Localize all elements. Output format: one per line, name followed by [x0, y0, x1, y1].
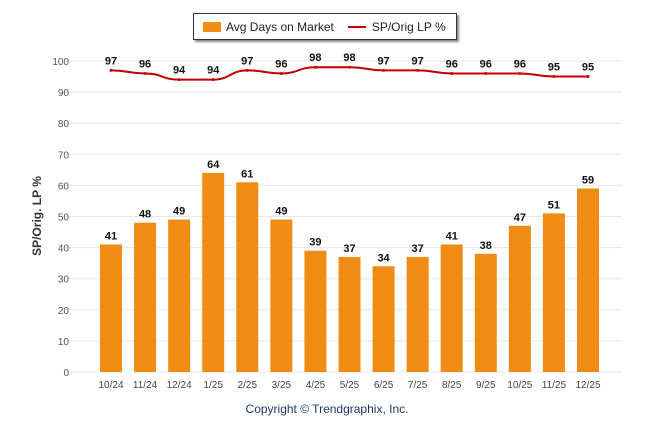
x-tick-label: 6/25	[374, 380, 394, 391]
x-tick-label: 10/25	[507, 380, 532, 391]
bar	[236, 182, 259, 372]
bar	[372, 266, 395, 372]
bar-data-label: 59	[582, 175, 594, 187]
x-tick-label: 12/25	[575, 380, 600, 391]
bar-data-label: 61	[241, 168, 253, 180]
line-data-label: 95	[582, 62, 594, 74]
line-data-label: 96	[514, 58, 526, 70]
bar-data-label: 64	[207, 159, 220, 171]
x-tick-label: 10/24	[98, 380, 123, 391]
bar-data-label: 41	[446, 230, 458, 242]
x-tick-label: 12/24	[167, 380, 192, 391]
bar-data-label: 37	[412, 243, 424, 255]
bar	[577, 188, 599, 372]
line-point	[211, 78, 215, 82]
y-tick-label: 80	[58, 119, 70, 130]
bar-data-label: 39	[309, 237, 321, 249]
legend-label-sp: SP/Orig LP %	[371, 19, 446, 34]
line-data-label: 96	[446, 58, 458, 70]
bar	[338, 256, 361, 372]
bar	[406, 256, 429, 372]
bar	[508, 225, 531, 372]
legend-swatch-bar	[203, 21, 221, 32]
line-data-label: 96	[480, 58, 492, 70]
line-data-label: 98	[343, 52, 355, 64]
y-tick-label: 50	[58, 213, 70, 224]
x-tick-label: 5/25	[340, 380, 360, 391]
line-point	[552, 75, 556, 79]
copyright: Copyright © Trendgraphix, Inc.	[245, 402, 409, 416]
line-point	[177, 78, 181, 82]
bar-data-label: 48	[139, 209, 151, 221]
x-tick-label: 9/25	[476, 380, 496, 391]
x-tick-label: 2/25	[238, 380, 258, 391]
bar	[270, 219, 293, 372]
y-axis-title: SP/Orig. LP %	[30, 176, 44, 256]
bar	[474, 253, 497, 372]
line-point	[313, 65, 317, 69]
line-data-label: 97	[105, 55, 117, 67]
x-tick-label: 11/25	[542, 380, 567, 391]
line-data-label: 96	[139, 58, 151, 70]
y-tick-label: 20	[58, 306, 70, 317]
y-tick-label: 0	[63, 368, 69, 379]
line-point	[416, 68, 420, 72]
line-point	[245, 68, 249, 72]
bar-data-label: 47	[514, 212, 526, 224]
y-tick-label: 60	[58, 181, 70, 192]
line-data-label: 98	[309, 52, 321, 64]
bar-data-label: 38	[480, 240, 492, 252]
x-tick-label: 3/25	[272, 380, 292, 391]
bar	[202, 172, 225, 372]
line-data-label: 97	[377, 55, 389, 67]
bar-data-label: 49	[173, 206, 185, 218]
bar	[304, 250, 327, 372]
line-point	[109, 68, 113, 72]
y-tick-label: 10	[58, 337, 70, 348]
y-tick-label: 40	[58, 244, 70, 255]
line-data-label: 97	[412, 55, 424, 67]
line-data-label: 95	[548, 62, 560, 74]
bar-data-label: 41	[105, 230, 117, 242]
bar	[440, 244, 463, 372]
x-tick-label: 7/25	[408, 380, 428, 391]
x-tick-label: 11/24	[133, 380, 158, 391]
line-point	[586, 75, 590, 79]
y-tick-label: 30	[58, 275, 70, 286]
bar-data-label: 49	[275, 206, 287, 218]
legend-label-days: Avg Days on Market	[226, 19, 334, 34]
bar	[134, 222, 157, 372]
line-data-label: 94	[173, 65, 186, 77]
line-point	[484, 71, 488, 75]
x-tick-label: 1/25	[203, 380, 223, 391]
x-tick-label: 8/25	[442, 380, 462, 391]
line-point	[450, 71, 454, 75]
y-tick-label: 100	[52, 57, 69, 68]
line-point	[382, 68, 386, 72]
line-point	[518, 71, 522, 75]
x-tick-label: 4/25	[306, 380, 326, 391]
bar-data-label: 37	[343, 243, 355, 255]
bar	[100, 244, 122, 372]
line-data-label: 94	[207, 65, 220, 77]
line-point	[143, 71, 147, 75]
line-point	[279, 71, 283, 75]
bar	[168, 219, 191, 372]
legend-swatch-line	[347, 25, 366, 28]
bar-data-label: 51	[548, 199, 560, 211]
y-tick-label: 90	[58, 88, 70, 99]
y-tick-label: 70	[58, 150, 70, 161]
line-data-label: 97	[241, 55, 253, 67]
legend: Avg Days on Market SP/Orig LP %	[193, 13, 457, 40]
line-data-label: 96	[275, 58, 287, 70]
bar	[542, 213, 565, 372]
line-point	[348, 65, 351, 69]
bar-data-label: 34	[377, 252, 390, 264]
